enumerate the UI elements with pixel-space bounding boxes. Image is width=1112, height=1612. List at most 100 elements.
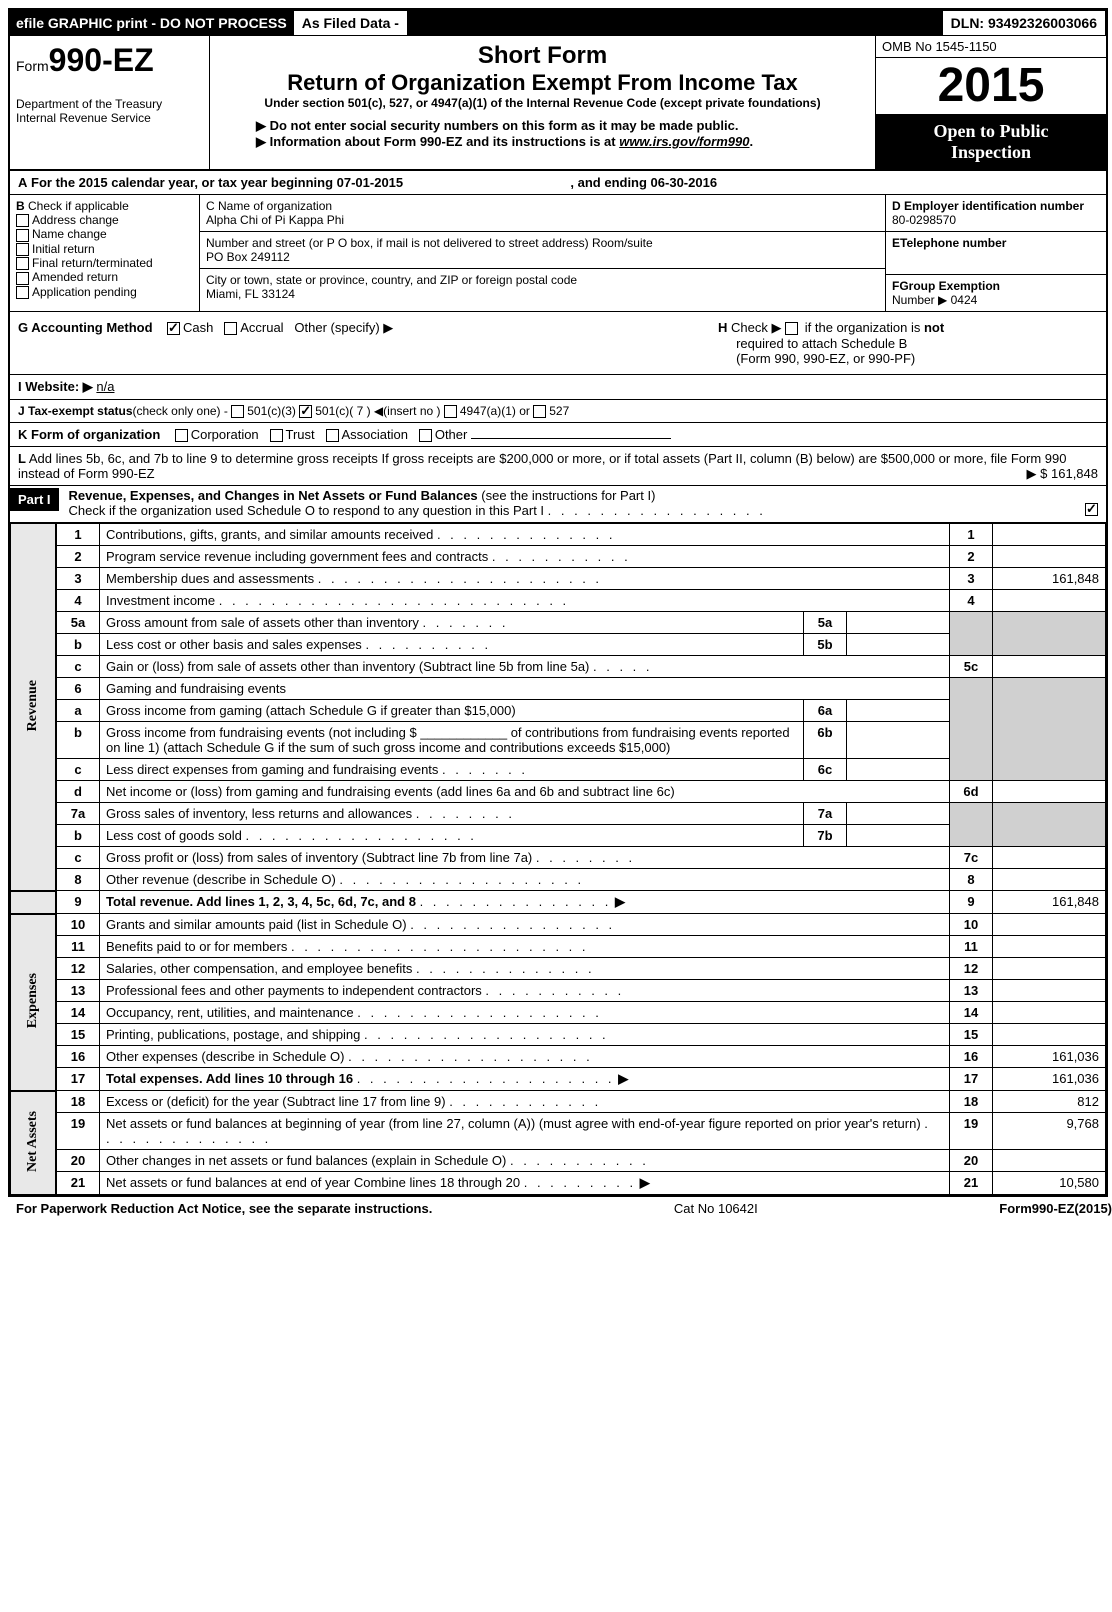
top-bar: efile GRAPHIC print - DO NOT PROCESS As …: [10, 10, 1106, 36]
line-20-rnum: 20: [950, 1150, 993, 1172]
line-21-desc: Net assets or fund balances at end of ye…: [106, 1175, 520, 1190]
line-15-desc: Printing, publications, postage, and shi…: [106, 1027, 360, 1042]
checkbox-final-return[interactable]: [16, 257, 29, 270]
line-2-val: [993, 546, 1106, 568]
checkbox-association[interactable]: [326, 429, 339, 442]
line-21-num: 21: [56, 1172, 100, 1195]
line-6d-rnum: 6d: [950, 781, 993, 803]
line-4-val: [993, 590, 1106, 612]
line-18-num: 18: [56, 1091, 100, 1113]
line-6c-desc: Less direct expenses from gaming and fun…: [106, 762, 438, 777]
instruction-1: ▶ Do not enter social security numbers o…: [256, 118, 869, 134]
form-number: 990-EZ: [49, 42, 154, 78]
side-spacer: [11, 891, 57, 914]
line-14-val: [993, 1002, 1106, 1024]
line-18-desc: Excess or (deficit) for the year (Subtra…: [106, 1094, 446, 1109]
line-13-rnum: 13: [950, 980, 993, 1002]
checkbox-accrual[interactable]: [224, 322, 237, 335]
group-exemption-number-label: Number ▶: [892, 293, 947, 307]
line-6b-sval: [847, 722, 950, 759]
line-4-rnum: 4: [950, 590, 993, 612]
line-3-val: 161,848: [993, 568, 1106, 590]
arrow-icon: ▶: [615, 894, 625, 909]
checkbox-501c3[interactable]: [231, 405, 244, 418]
line-13-num: 13: [56, 980, 100, 1002]
checkbox-4947[interactable]: [444, 405, 457, 418]
header-left: Form990-EZ Department of the Treasury In…: [10, 36, 210, 169]
col-d: D Employer identification number 80-0298…: [886, 195, 1106, 311]
org-name: Alpha Chi of Pi Kappa Phi: [206, 213, 344, 227]
line-6a-desc: Gross income from gaming (attach Schedul…: [100, 700, 804, 722]
instruction-2a: ▶ Information about Form 990-EZ and its …: [256, 134, 619, 149]
group-exemption-value: 0424: [951, 293, 978, 307]
checkbox-other-org[interactable]: [419, 429, 432, 442]
row-l-label: L: [18, 451, 26, 466]
irs-link[interactable]: www.irs.gov/form990: [619, 134, 749, 149]
line-6d-val: [993, 781, 1106, 803]
checkbox-schedule-o[interactable]: [1085, 503, 1098, 516]
checkbox-527[interactable]: [533, 405, 546, 418]
inspection-box: Open to Public Inspection: [876, 115, 1106, 169]
label-other-method: Other (specify) ▶: [294, 320, 393, 335]
dln-label: DLN: 93492326003066: [942, 10, 1106, 36]
line-1-desc: Contributions, gifts, grants, and simila…: [106, 527, 433, 542]
row-h-label: H: [718, 320, 727, 335]
row-j: J Tax-exempt status(check only one) - 50…: [10, 399, 1106, 422]
line-2-desc: Program service revenue including govern…: [106, 549, 488, 564]
row-h-text1: Check ▶: [731, 320, 781, 335]
label-501c: 501(c)( 7 ) ◀(insert no ): [315, 404, 440, 418]
inspection-line2: Inspection: [882, 142, 1100, 163]
line-20-num: 20: [56, 1150, 100, 1172]
section-bcd: B Check if applicable Address change Nam…: [10, 195, 1106, 312]
line-8-val: [993, 869, 1106, 891]
label-amended-return: Amended return: [32, 270, 118, 284]
checkbox-name-change[interactable]: [16, 229, 29, 242]
row-k-label: K Form of organization: [18, 427, 160, 442]
checkbox-501c[interactable]: [299, 405, 312, 418]
line-3-num: 3: [56, 568, 100, 590]
line-5c-num: c: [56, 656, 100, 678]
line-1-num: 1: [56, 524, 100, 546]
checkbox-initial-return[interactable]: [16, 243, 29, 256]
label-name-change: Name change: [32, 227, 107, 241]
line-10-num: 10: [56, 914, 100, 936]
line-11-rnum: 11: [950, 936, 993, 958]
checkbox-schedule-b[interactable]: [785, 322, 798, 335]
part-i-label: Part I: [10, 488, 59, 511]
line-10-desc: Grants and similar amounts paid (list in…: [106, 917, 407, 932]
line-14-num: 14: [56, 1002, 100, 1024]
line-9-desc: Total revenue. Add lines 1, 2, 3, 4, 5c,…: [106, 894, 416, 909]
line-14-desc: Occupancy, rent, utilities, and maintena…: [106, 1005, 354, 1020]
line-21-rnum: 21: [950, 1172, 993, 1195]
line-19-desc: Net assets or fund balances at beginning…: [106, 1116, 921, 1131]
line-17-rnum: 17: [950, 1068, 993, 1091]
inspection-line1: Open to Public: [882, 121, 1100, 142]
row-a-label: A: [18, 175, 27, 190]
group-exemption-label: FGroup Exemption: [892, 279, 1000, 293]
line-6c-num: c: [56, 759, 100, 781]
line-9-val: 161,848: [993, 891, 1106, 914]
checkbox-amended-return[interactable]: [16, 272, 29, 285]
line-12-rnum: 12: [950, 958, 993, 980]
side-label-expenses: Expenses: [11, 914, 57, 1091]
line-7c-rnum: 7c: [950, 847, 993, 869]
footer-right: Form990-EZ(2015): [999, 1201, 1112, 1216]
line-10-val: [993, 914, 1106, 936]
efile-label: efile GRAPHIC print - DO NOT PROCESS: [10, 11, 293, 35]
row-a: A For the 2015 calendar year, or tax yea…: [10, 171, 1106, 195]
part-i-title: Revenue, Expenses, and Changes in Net As…: [69, 488, 478, 503]
line-6b-num: b: [56, 722, 100, 759]
checkbox-application-pending[interactable]: [16, 286, 29, 299]
checkbox-corporation[interactable]: [175, 429, 188, 442]
line-16-num: 16: [56, 1046, 100, 1068]
label-other-org: Other: [435, 427, 468, 442]
part-i-sub: (see the instructions for Part I): [481, 488, 655, 503]
line-17-val: 161,036: [993, 1068, 1106, 1091]
line-1-rnum: 1: [950, 524, 993, 546]
label-527: 527: [549, 404, 569, 418]
org-city: Miami, FL 33124: [206, 287, 295, 301]
checkbox-address-change[interactable]: [16, 214, 29, 227]
checkbox-trust[interactable]: [270, 429, 283, 442]
checkbox-cash[interactable]: [167, 322, 180, 335]
line-2-rnum: 2: [950, 546, 993, 568]
